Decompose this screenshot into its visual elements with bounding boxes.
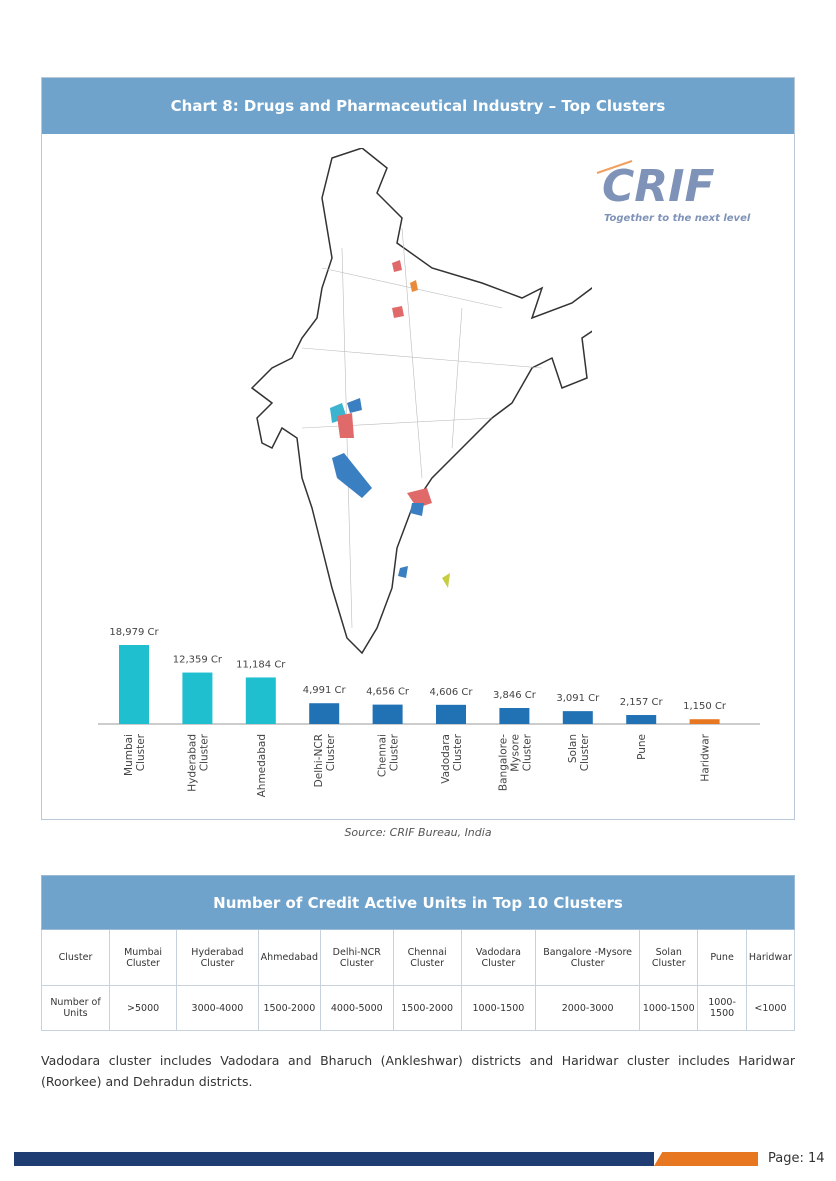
category-label: Pune: [636, 734, 648, 760]
table-cell: <1000: [745, 985, 796, 1031]
category-label: Bangalore-MysoreCluster: [497, 733, 533, 791]
bar: [626, 715, 657, 724]
table-header-cell: Ahmedabad: [257, 929, 322, 986]
data-label: 2,157 Cr: [620, 697, 664, 708]
table-cell: 1000-1500: [639, 985, 699, 1031]
table-cell: 1500-2000: [392, 985, 462, 1031]
table-header-row: Cluster Mumbai Cluster Hyderabad Cluster Ah…: [41, 929, 796, 986]
bar: [182, 672, 213, 724]
table-cell: 3000-4000: [176, 985, 259, 1031]
table-header-cell: Cluster: [41, 929, 110, 986]
svg-text:CRIF: CRIF: [602, 161, 715, 212]
table-cell: 1000-1500: [697, 985, 747, 1031]
footer-bar-orange: [654, 1152, 758, 1166]
crif-logo: CRIF Together to the next level: [596, 160, 751, 224]
table-header-cell: Delhi-NCR Cluster: [320, 929, 394, 986]
data-label: 18,979 Cr: [109, 627, 159, 638]
table-cell: >5000: [108, 985, 178, 1031]
bar: [689, 719, 720, 724]
category-label: Delhi-NCRCluster: [313, 733, 337, 787]
table-title: Number of Credit Active Units in Top 10 …: [41, 875, 795, 930]
bar: [562, 711, 593, 724]
data-label: 11,184 Cr: [236, 659, 286, 670]
bar: [372, 704, 403, 724]
data-label: 4,656 Cr: [366, 687, 410, 698]
category-label: SolanCluster: [567, 733, 591, 771]
table-header-cell: Pune: [697, 929, 747, 986]
table-header-cell: Chennai Cluster: [392, 929, 462, 986]
india-map: [250, 148, 592, 655]
table-cell: 2000-3000: [535, 985, 641, 1031]
footer-bar-blue: [14, 1152, 654, 1166]
table-header-cell: Mumbai Cluster: [108, 929, 178, 986]
bar: [309, 703, 340, 724]
data-label: 3,846 Cr: [493, 690, 537, 701]
category-label: VadodaraCluster: [440, 733, 464, 783]
bar: [499, 707, 530, 724]
svg-text:Together to the next level: Together to the next level: [604, 213, 751, 224]
chart-title: Chart 8: Drugs and Pharmaceutical Indust…: [42, 78, 794, 134]
table-row: Number of Units >5000 3000-4000 1500-2000 40…: [41, 985, 796, 1031]
data-label: 3,091 Cr: [556, 693, 600, 704]
data-label: 1,150 Cr: [683, 701, 727, 712]
bar-chart: 18,979 Cr MumbaiCluster 12,359 Cr Hyderabad…: [98, 627, 760, 797]
category-label: Haridwar: [700, 733, 712, 781]
data-label: 12,359 Cr: [173, 655, 223, 666]
table-header-cell: Haridwar: [745, 929, 796, 986]
category-label: ChennaiCluster: [377, 733, 401, 777]
table-cell: 4000-5000: [320, 985, 394, 1031]
table-header-cell: Vadodara Cluster: [460, 929, 537, 986]
table-cell: 1500-2000: [257, 985, 322, 1031]
table-cell: Number of Units: [41, 985, 110, 1031]
bar: [245, 677, 276, 724]
table-header-cell: Hyderabad Cluster: [176, 929, 259, 986]
bar: [119, 645, 149, 724]
credit-units-table: Number of Credit Active Units in Top 10 …: [41, 875, 796, 1031]
source-note: Source: CRIF Bureau, India: [344, 826, 492, 839]
category-label: Ahmedabad: [256, 734, 268, 797]
chart-frame: Chart 8: Drugs and Pharmaceutical Indust…: [41, 77, 795, 820]
table-header-cell: Solan Cluster: [639, 929, 699, 986]
category-label: MumbaiCluster: [123, 733, 147, 776]
page-number: Page: 14: [768, 1151, 825, 1166]
category-label: HyderabadCluster: [186, 733, 210, 791]
data-label: 4,606 Cr: [430, 687, 474, 698]
table-header-cell: Bangalore -Mysore Cluster: [535, 929, 641, 986]
data-label: 4,991 Cr: [303, 685, 347, 696]
table-cell: 1000-1500: [460, 985, 537, 1031]
bar: [436, 704, 466, 724]
note-paragraph: Vadodara cluster includes Vadodara and B…: [41, 1053, 795, 1089]
